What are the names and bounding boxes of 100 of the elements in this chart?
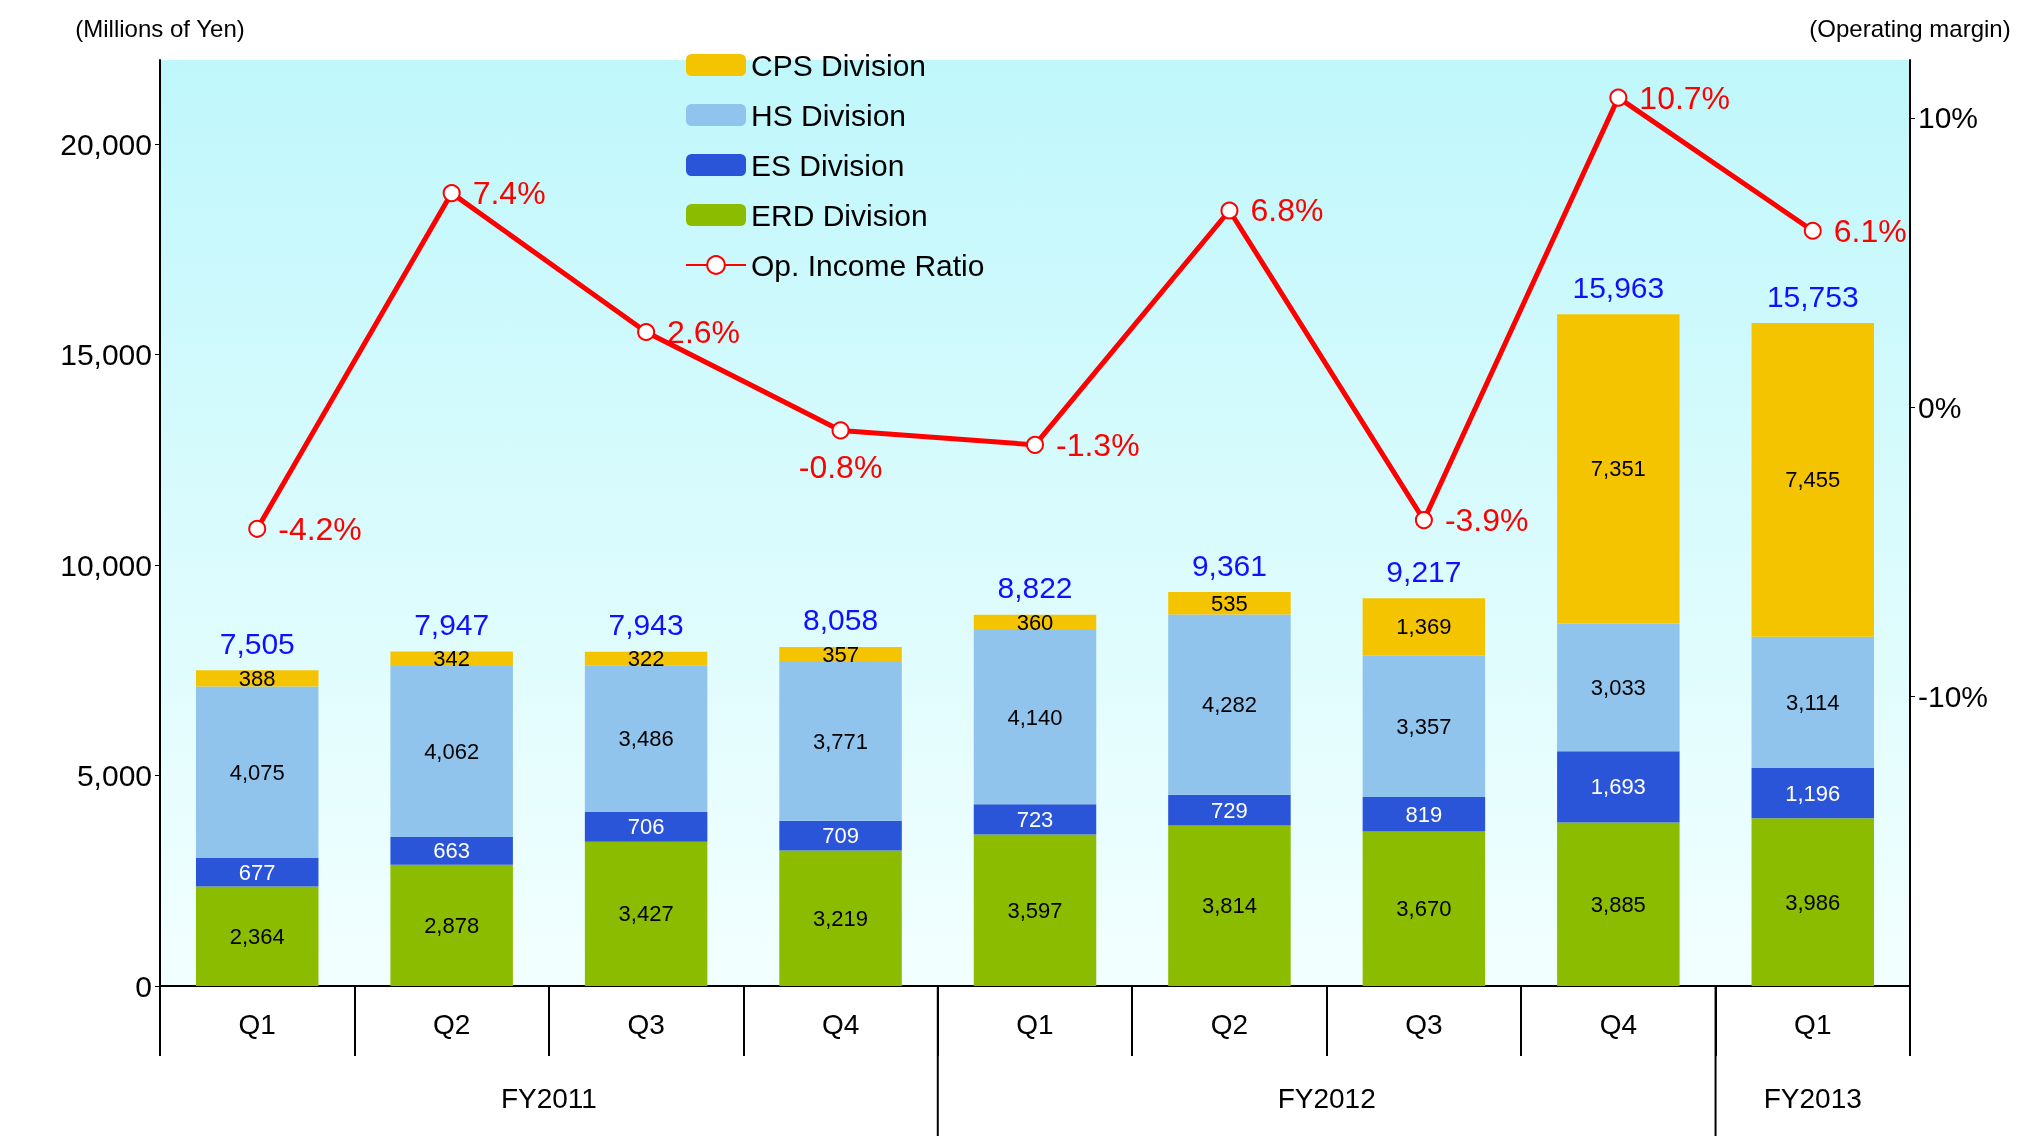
bar — [1751, 767, 1875, 819]
y2-tick-label: 0% — [1918, 390, 1962, 424]
point — [248, 519, 267, 538]
total-label: 15,963 — [1572, 270, 1665, 304]
bar — [779, 661, 902, 821]
total-label: 7,947 — [414, 608, 490, 642]
point — [637, 323, 656, 342]
y-tick-label: 10,000 — [60, 548, 152, 582]
point — [1220, 201, 1239, 220]
point — [831, 421, 850, 440]
total-label: 7,505 — [219, 626, 295, 660]
data-label: 4,062 — [424, 738, 480, 764]
bar — [1362, 797, 1486, 832]
bar — [195, 858, 319, 887]
bar — [1557, 822, 1680, 986]
bar — [1751, 818, 1875, 986]
y-tick-label: 15,000 — [60, 338, 152, 372]
x-tick-label: Q1 — [1794, 1008, 1832, 1040]
data-label: 4,282 — [1201, 692, 1257, 718]
point — [1609, 88, 1628, 107]
bar — [779, 850, 902, 986]
total-label: 9,361 — [1191, 548, 1267, 582]
data-label: 7.4% — [472, 175, 546, 212]
data-label: -0.8% — [798, 449, 883, 486]
data-label: 663 — [433, 838, 471, 864]
x-tick-label: Q2 — [1210, 1008, 1249, 1040]
bar — [390, 864, 513, 986]
data-label: 6.1% — [1833, 212, 1907, 249]
total-label: 15,753 — [1766, 279, 1859, 313]
data-label: 729 — [1211, 797, 1248, 823]
legend-label: ERD Division — [751, 198, 928, 232]
data-label: 4,140 — [1007, 704, 1063, 730]
legend-label: HS Division — [751, 98, 907, 132]
legend-label: ES Division — [751, 148, 905, 182]
data-label: 322 — [627, 646, 665, 672]
data-label: 3,357 — [1396, 713, 1452, 739]
y-tick-label: 0 — [135, 969, 152, 1003]
x-tick-label: Q3 — [627, 1008, 665, 1040]
data-label: 677 — [238, 859, 276, 885]
point — [1803, 221, 1822, 240]
data-label: -1.3% — [1056, 426, 1140, 463]
data-label: 723 — [1016, 806, 1054, 832]
data-label: 1,369 — [1396, 614, 1452, 640]
bar — [973, 804, 1097, 835]
data-label: 535 — [1211, 590, 1248, 616]
bar — [1557, 623, 1680, 752]
total-label: 8,822 — [997, 571, 1073, 605]
total-label: 7,943 — [608, 608, 684, 642]
point — [1414, 511, 1433, 530]
y2-axis-title: (Operating margin) — [1809, 14, 2011, 42]
y-tick-label: 20,000 — [60, 127, 152, 161]
data-label: 3,771 — [813, 728, 869, 754]
data-label: -3.9% — [1444, 502, 1529, 539]
y2-tick-label: -10% — [1918, 680, 1989, 714]
bar — [1557, 751, 1680, 823]
total-label: 8,058 — [803, 603, 879, 637]
legend-label: Op. Income Ratio — [751, 248, 985, 282]
bar — [973, 629, 1097, 805]
x-tick-label: Q4 — [1599, 1008, 1638, 1040]
data-label: 7,351 — [1590, 456, 1646, 482]
data-label: 3,597 — [1007, 897, 1063, 923]
x-tick-label: Q4 — [821, 1008, 860, 1040]
data-label: 709 — [822, 823, 859, 849]
data-label: 342 — [433, 646, 471, 672]
text: FY2012 — [1277, 1082, 1376, 1114]
x-tick-label: Q2 — [432, 1008, 471, 1040]
data-label: 6.8% — [1250, 192, 1324, 229]
bar — [1168, 794, 1291, 826]
x-tick-label: Q3 — [1405, 1008, 1443, 1040]
bar — [1168, 825, 1291, 986]
data-label: 3,033 — [1590, 674, 1646, 700]
bar — [1362, 831, 1486, 986]
bar — [1557, 314, 1680, 624]
bar — [195, 886, 319, 986]
bar — [584, 812, 708, 842]
data-label: -4.2% — [278, 510, 362, 547]
x-tick-label: Q1 — [1016, 1008, 1054, 1040]
bar — [1751, 636, 1875, 768]
point — [442, 184, 461, 203]
y2-tick-label: 10% — [1918, 101, 1979, 135]
data-label: 357 — [822, 641, 859, 667]
bar — [195, 686, 319, 858]
data-label: 10.7% — [1639, 79, 1731, 116]
data-label: 3,114 — [1786, 689, 1840, 715]
legend-label: CPS Division — [751, 48, 927, 82]
data-label: 3,885 — [1590, 891, 1646, 917]
data-label: 3,486 — [618, 726, 674, 752]
bar — [1168, 614, 1291, 795]
y-tick-label: 5,000 — [76, 759, 152, 793]
data-label: 1,693 — [1590, 774, 1646, 800]
data-label: 2,364 — [229, 923, 285, 949]
data-label: 2.6% — [667, 314, 741, 351]
bar — [584, 665, 708, 813]
bar — [1168, 592, 1291, 615]
bar — [1362, 655, 1486, 798]
data-label: 7,455 — [1785, 467, 1841, 493]
data-label: 3,219 — [813, 905, 869, 931]
data-label: 819 — [1405, 801, 1443, 827]
data-label: 706 — [627, 814, 665, 840]
data-label: 3,986 — [1785, 889, 1841, 915]
